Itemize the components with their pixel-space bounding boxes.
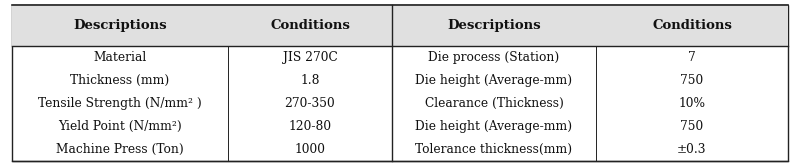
Text: 1.8: 1.8 bbox=[300, 74, 320, 87]
Text: Yield Point (N/mm²): Yield Point (N/mm²) bbox=[58, 120, 182, 133]
Text: 120-80: 120-80 bbox=[289, 120, 331, 133]
Text: ±0.3: ±0.3 bbox=[678, 143, 706, 156]
Text: Conditions: Conditions bbox=[270, 19, 350, 32]
Text: Tensile Strength (N/mm² ): Tensile Strength (N/mm² ) bbox=[38, 97, 202, 110]
Text: Machine Press (Ton): Machine Press (Ton) bbox=[56, 143, 184, 156]
Text: JIS 270C: JIS 270C bbox=[282, 51, 338, 64]
Text: Die height (Average-mm): Die height (Average-mm) bbox=[415, 74, 573, 87]
Text: Die process (Station): Die process (Station) bbox=[428, 51, 560, 64]
Text: 270-350: 270-350 bbox=[285, 97, 335, 110]
Text: Material: Material bbox=[94, 51, 146, 64]
Text: 7: 7 bbox=[688, 51, 696, 64]
Text: 1000: 1000 bbox=[294, 143, 326, 156]
Bar bbox=[12, 5, 788, 46]
Text: Thickness (mm): Thickness (mm) bbox=[70, 74, 170, 87]
Text: 10%: 10% bbox=[678, 97, 706, 110]
Text: Descriptions: Descriptions bbox=[447, 19, 541, 32]
Text: Conditions: Conditions bbox=[652, 19, 732, 32]
Text: 750: 750 bbox=[680, 74, 704, 87]
Text: Die height (Average-mm): Die height (Average-mm) bbox=[415, 120, 573, 133]
Text: Tolerance thickness(mm): Tolerance thickness(mm) bbox=[415, 143, 573, 156]
Text: Descriptions: Descriptions bbox=[73, 19, 167, 32]
Text: 750: 750 bbox=[680, 120, 704, 133]
Text: Clearance (Thickness): Clearance (Thickness) bbox=[425, 97, 563, 110]
